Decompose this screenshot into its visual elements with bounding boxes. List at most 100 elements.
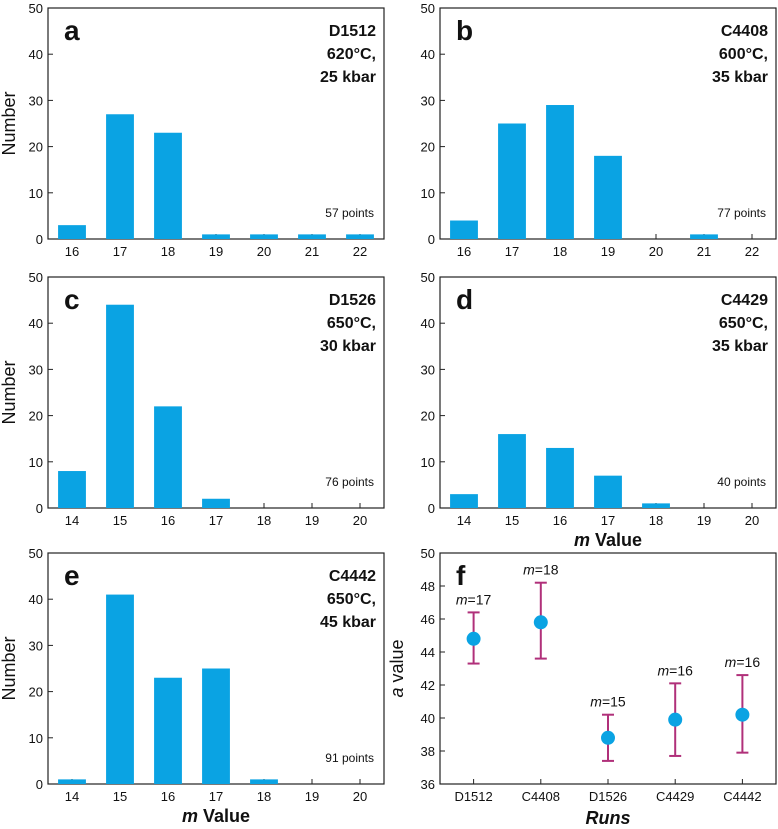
y-tick-label: 36 [421, 777, 435, 792]
panel-letter: e [64, 560, 80, 591]
y-tick-label: 0 [36, 777, 43, 792]
bar [594, 475, 622, 508]
y-tick-label: 48 [421, 579, 435, 594]
bar [58, 225, 86, 239]
y-tick-label: 20 [421, 140, 435, 155]
m-label: m=17 [456, 591, 492, 607]
panel-d: 0 10 20 30 40 50 14 15 16 17 18 19 20 d C4429 650°C, 35 … [421, 270, 777, 550]
y-tick-label: 30 [29, 93, 43, 108]
bar [106, 114, 134, 239]
m-label-value: 18 [543, 562, 559, 578]
bar [250, 779, 278, 784]
m-label-eq: = [468, 591, 476, 607]
bar [154, 677, 182, 784]
y-tick-label: 38 [421, 744, 435, 759]
y-tick-label: 50 [421, 546, 435, 561]
run-label: 650°C, [327, 315, 376, 332]
bar [202, 498, 230, 508]
x-axis-title-italic: m [182, 806, 198, 826]
x-tick-label: 16 [65, 244, 79, 259]
bar [298, 234, 326, 239]
x-tick-label: 14 [457, 513, 471, 528]
y-tick-label: 40 [421, 316, 435, 331]
y-tick-label: 0 [36, 232, 43, 247]
y-tick-label: 50 [29, 270, 43, 285]
bar [346, 234, 374, 239]
data-point [735, 707, 750, 722]
x-axis-title: m Value [182, 806, 250, 826]
y-tick-label: 40 [421, 47, 435, 62]
y-tick-label: 42 [421, 678, 435, 693]
bar [106, 594, 134, 784]
y-tick-label: 20 [29, 685, 43, 700]
panel-letter: f [456, 560, 466, 591]
m-label: m=16 [725, 654, 761, 670]
y-tick-label: 40 [29, 316, 43, 331]
bar [690, 234, 718, 239]
x-tick-label: 19 [209, 244, 223, 259]
y-tick-label: 44 [421, 645, 435, 660]
m-label-eq: = [535, 562, 543, 578]
y-tick-label: 10 [421, 455, 435, 470]
x-tick-label: C4429 [656, 789, 694, 804]
x-tick-label: 18 [257, 513, 271, 528]
y-tick-label: 10 [29, 186, 43, 201]
x-tick-label: 20 [257, 244, 271, 259]
m-label-prefix: m [725, 654, 737, 670]
x-tick-label: 19 [601, 244, 615, 259]
bar [498, 434, 526, 508]
y-tick-label: 20 [29, 140, 43, 155]
x-tick-label: D1512 [454, 789, 492, 804]
y-tick-label: 30 [29, 362, 43, 377]
x-tick-label: 14 [65, 513, 79, 528]
y-axis-title-italic: a [387, 688, 407, 698]
m-label-value: 16 [745, 654, 761, 670]
bar [58, 471, 86, 508]
m-label-prefix: m [456, 591, 468, 607]
x-tick-label: D1526 [589, 789, 627, 804]
y-tick-label: 10 [421, 186, 435, 201]
y-tick-label: 0 [428, 501, 435, 516]
x-tick-label: 18 [649, 513, 663, 528]
x-tick-label: 17 [209, 513, 223, 528]
m-label: m=16 [657, 662, 693, 678]
m-label-prefix: m [657, 662, 669, 678]
y-tick-label: 30 [421, 362, 435, 377]
points-label: 76 points [325, 475, 374, 489]
x-tick-label: 19 [697, 513, 711, 528]
run-label: 650°C, [719, 315, 768, 332]
y-tick-label: 20 [421, 409, 435, 424]
y-tick-label: 50 [421, 270, 435, 285]
x-tick-label: 15 [505, 513, 519, 528]
plot-frame [47, 7, 385, 240]
y-tick-label: 40 [29, 592, 43, 607]
bar [450, 494, 478, 508]
y-tick-label: 20 [29, 409, 43, 424]
points-label: 77 points [717, 206, 766, 220]
x-tick-label: 21 [305, 244, 319, 259]
x-tick-label: 16 [457, 244, 471, 259]
bar [498, 123, 526, 239]
panel-letter: c [64, 284, 80, 315]
x-tick-label: 20 [353, 789, 367, 804]
bar [202, 234, 230, 239]
m-label-value: 16 [677, 662, 693, 678]
bar [58, 779, 86, 784]
run-label: C4429 [721, 292, 768, 309]
points-label: 40 points [717, 475, 766, 489]
run-label: C4408 [721, 23, 768, 40]
panel-a: 0 10 20 30 40 50 16 17 18 19 20 21 22 a D1512 620°C, 25 … [0, 1, 385, 259]
y-tick-label: 0 [36, 501, 43, 516]
m-label-eq: = [736, 654, 744, 670]
data-point [601, 730, 615, 745]
run-label: 600°C, [719, 46, 768, 63]
panel-c: 0 10 20 30 40 50 14 15 16 17 18 19 20 c D1526 650°C, 30 … [0, 270, 385, 528]
y-tick-label: 30 [421, 93, 435, 108]
bar [546, 447, 574, 508]
data-point [533, 615, 548, 630]
x-tick-label: 19 [305, 789, 319, 804]
bar [250, 234, 278, 239]
data-point [668, 712, 683, 727]
x-tick-label: 20 [353, 513, 367, 528]
y-axis-title: Number [0, 360, 19, 424]
